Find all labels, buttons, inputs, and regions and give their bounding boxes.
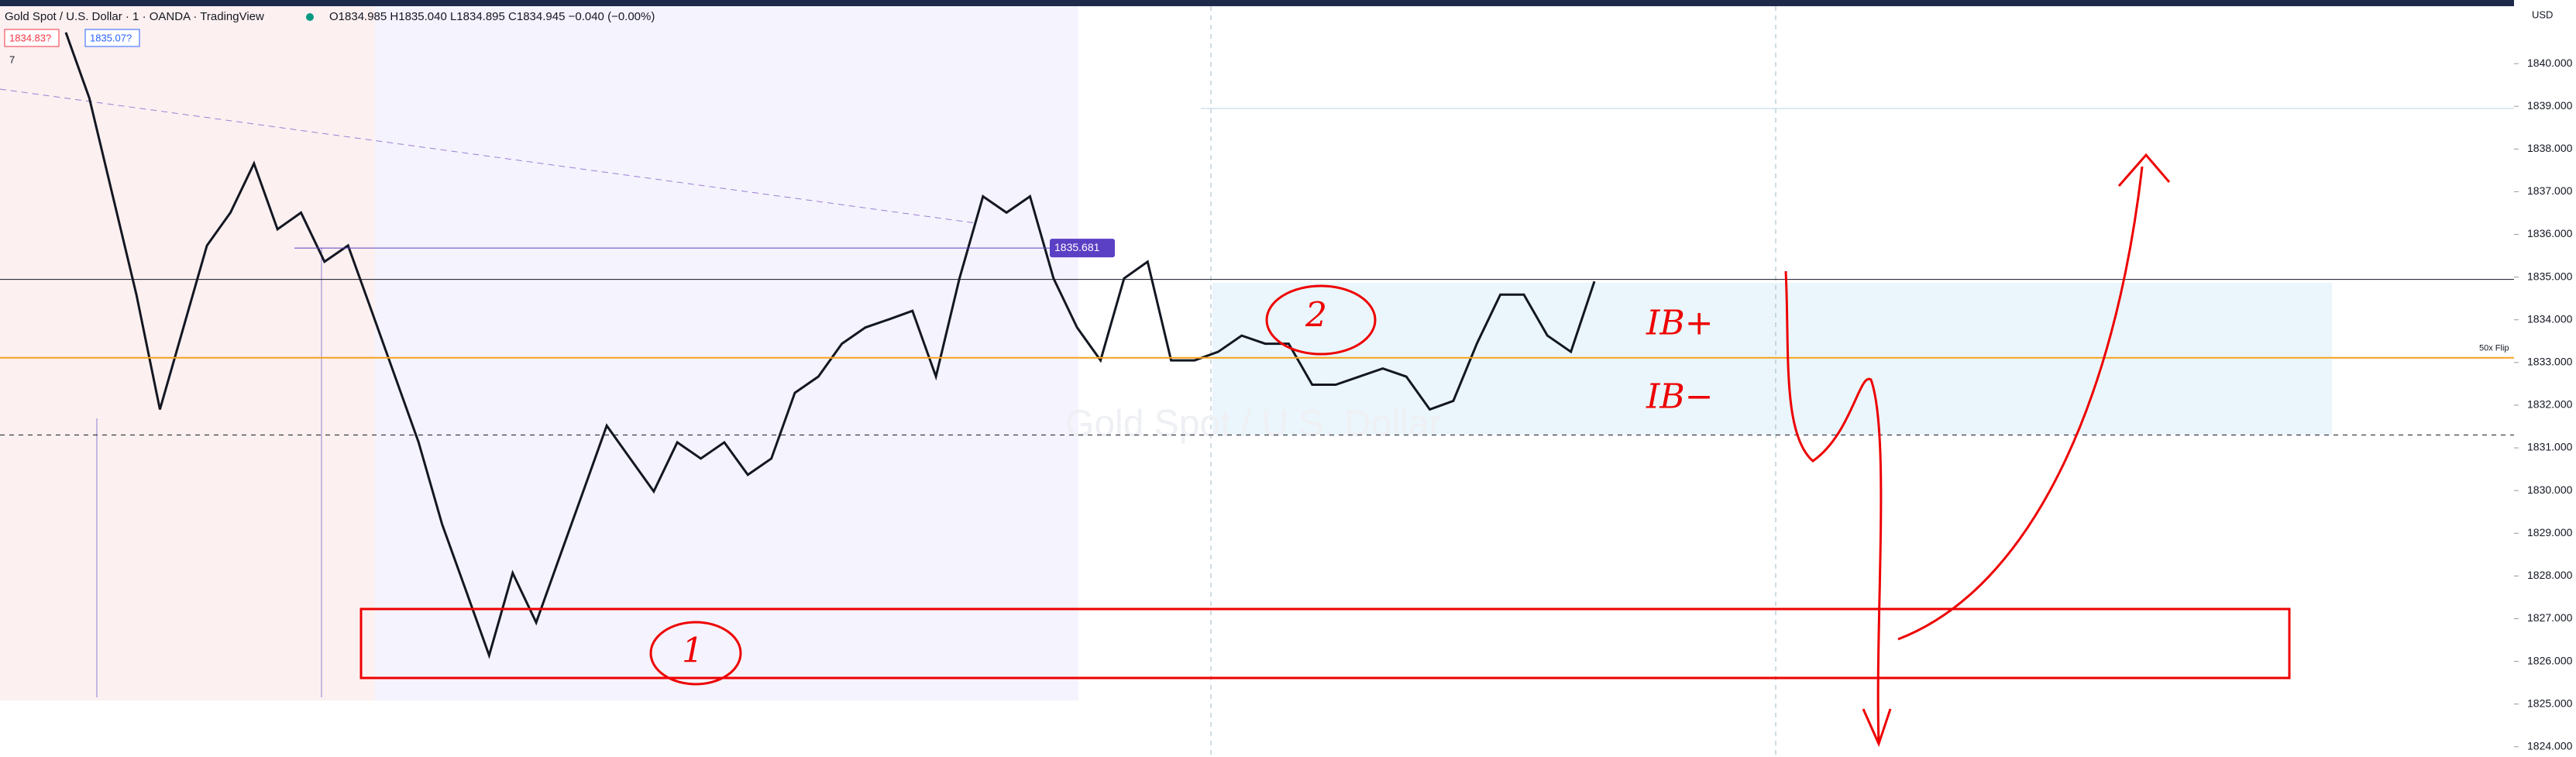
price-tag — [1050, 239, 1115, 258]
circle-1 — [649, 621, 742, 686]
y-tick-label: 1840.000 — [2527, 57, 2573, 69]
ask-box[interactable] — [84, 29, 140, 47]
top-bar — [0, 0, 2576, 6]
y-tick-label: 1837.000 — [2527, 184, 2573, 197]
watermark: Gold Spot / U.S. Dollar — [1065, 404, 1442, 445]
demand-box — [359, 607, 2291, 680]
zone-lavender — [375, 6, 1078, 700]
status-dot — [306, 13, 314, 21]
y-tick-label: 1828.000 — [2527, 569, 2573, 581]
y-tick-label: 1831.000 — [2527, 441, 2573, 453]
bid-price: 1834.83? — [9, 32, 51, 43]
y-tick-label: 1830.000 — [2527, 483, 2573, 496]
y-tick-label: 1833.000 — [2527, 356, 2573, 368]
y-tick-label: 1824.000 — [2527, 739, 2573, 752]
currency[interactable]: USD — [2532, 9, 2553, 20]
flip-label: 50x Flip — [2479, 344, 2509, 353]
y-tick-label: 1826.000 — [2527, 654, 2573, 666]
y-tick-label: 1835.000 — [2527, 270, 2573, 282]
y-tick-label: 1827.000 — [2527, 611, 2573, 624]
y-tick-label: 1839.000 — [2527, 99, 2573, 112]
price-line — [64, 32, 1596, 659]
circle-2 — [1265, 284, 1377, 356]
annotation: 2 — [1305, 296, 1327, 335]
arrow-down — [1784, 270, 1892, 748]
y-tick-label: 1829.000 — [2527, 526, 2573, 539]
zone-cyan — [1212, 283, 2332, 435]
ohlc: O1834.985 H1835.040 L1834.895 C1834.945 … — [329, 10, 655, 23]
price-axis — [2514, 0, 2576, 757]
y-tick-label: 1832.000 — [2527, 398, 2573, 411]
zone-red — [0, 6, 375, 700]
trend-line — [0, 88, 977, 224]
ask-price: 1835.07? — [90, 32, 132, 43]
y-tick-label: 1825.000 — [2527, 697, 2573, 709]
annotation: IB− — [1646, 377, 1714, 417]
indicator-count[interactable]: 7 — [9, 53, 15, 65]
price-tag-label: 1835.681 — [1054, 241, 1100, 253]
arrow-up — [1897, 153, 2171, 641]
annotation: IB+ — [1646, 304, 1714, 343]
annotation: 1 — [682, 631, 703, 671]
y-tick-label: 1838.000 — [2527, 142, 2573, 154]
symbol-title: Gold Spot / U.S. Dollar · 1 · OANDA · Tr… — [5, 10, 264, 23]
y-tick-label: 1834.000 — [2527, 312, 2573, 325]
bid-box[interactable] — [4, 29, 60, 47]
y-tick-label: 1836.000 — [2527, 227, 2573, 239]
